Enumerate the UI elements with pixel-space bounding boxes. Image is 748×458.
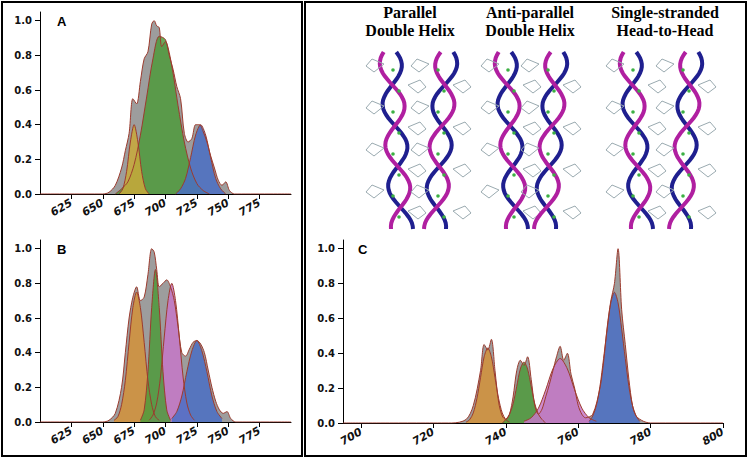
svg-text:C: C xyxy=(358,242,368,257)
svg-text:0.6: 0.6 xyxy=(317,313,335,324)
svg-text:725: 725 xyxy=(174,424,201,447)
svg-text:0.8: 0.8 xyxy=(317,278,335,289)
svg-text:720: 720 xyxy=(410,425,437,448)
html-text:Head-to-Head: Head-to-Head xyxy=(616,22,714,39)
svg-text:800: 800 xyxy=(700,425,727,448)
svg-text:700: 700 xyxy=(142,424,169,447)
html-text:Double Helix: Double Helix xyxy=(485,22,575,39)
svg-text:0.8: 0.8 xyxy=(14,278,32,289)
html-text:Parallel: Parallel xyxy=(383,4,437,21)
svg-text:1.0: 1.0 xyxy=(14,15,32,26)
svg-text:0.8: 0.8 xyxy=(14,50,32,61)
svg-text:0.2: 0.2 xyxy=(14,154,32,165)
svg-text:750: 750 xyxy=(205,196,232,219)
svg-text:0.0: 0.0 xyxy=(317,418,335,429)
svg-text:760: 760 xyxy=(555,425,582,448)
svg-text:775: 775 xyxy=(237,196,264,219)
svg-text:0.0: 0.0 xyxy=(14,417,32,428)
svg-text:0.6: 0.6 xyxy=(14,313,32,324)
svg-text:0.4: 0.4 xyxy=(14,119,32,130)
svg-text:A: A xyxy=(57,14,67,29)
svg-text:0.4: 0.4 xyxy=(14,347,32,358)
html-text:Single-stranded: Single-stranded xyxy=(611,4,719,21)
svg-text:0.4: 0.4 xyxy=(317,348,335,359)
svg-text:700: 700 xyxy=(338,425,365,448)
svg-text:775: 775 xyxy=(237,424,264,447)
svg-text:700: 700 xyxy=(142,196,169,219)
svg-text:0.2: 0.2 xyxy=(317,383,335,394)
svg-text:0.0: 0.0 xyxy=(14,189,32,200)
svg-text:1.0: 1.0 xyxy=(317,243,335,254)
svg-text:0.6: 0.6 xyxy=(14,85,32,96)
svg-text:B: B xyxy=(57,242,66,257)
svg-text:1.0: 1.0 xyxy=(14,243,32,254)
svg-text:625: 625 xyxy=(48,424,75,447)
html-text:Anti-parallel: Anti-parallel xyxy=(486,4,574,21)
svg-text:0.2: 0.2 xyxy=(14,382,32,393)
svg-text:725: 725 xyxy=(174,196,201,219)
svg-text:675: 675 xyxy=(111,196,138,219)
svg-text:740: 740 xyxy=(483,425,510,448)
svg-text:650: 650 xyxy=(80,424,107,447)
svg-text:750: 750 xyxy=(205,424,232,447)
svg-text:780: 780 xyxy=(628,425,655,448)
svg-text:625: 625 xyxy=(48,196,75,219)
svg-text:675: 675 xyxy=(111,424,138,447)
svg-text:650: 650 xyxy=(80,196,107,219)
html-text:Double Helix: Double Helix xyxy=(365,22,455,39)
